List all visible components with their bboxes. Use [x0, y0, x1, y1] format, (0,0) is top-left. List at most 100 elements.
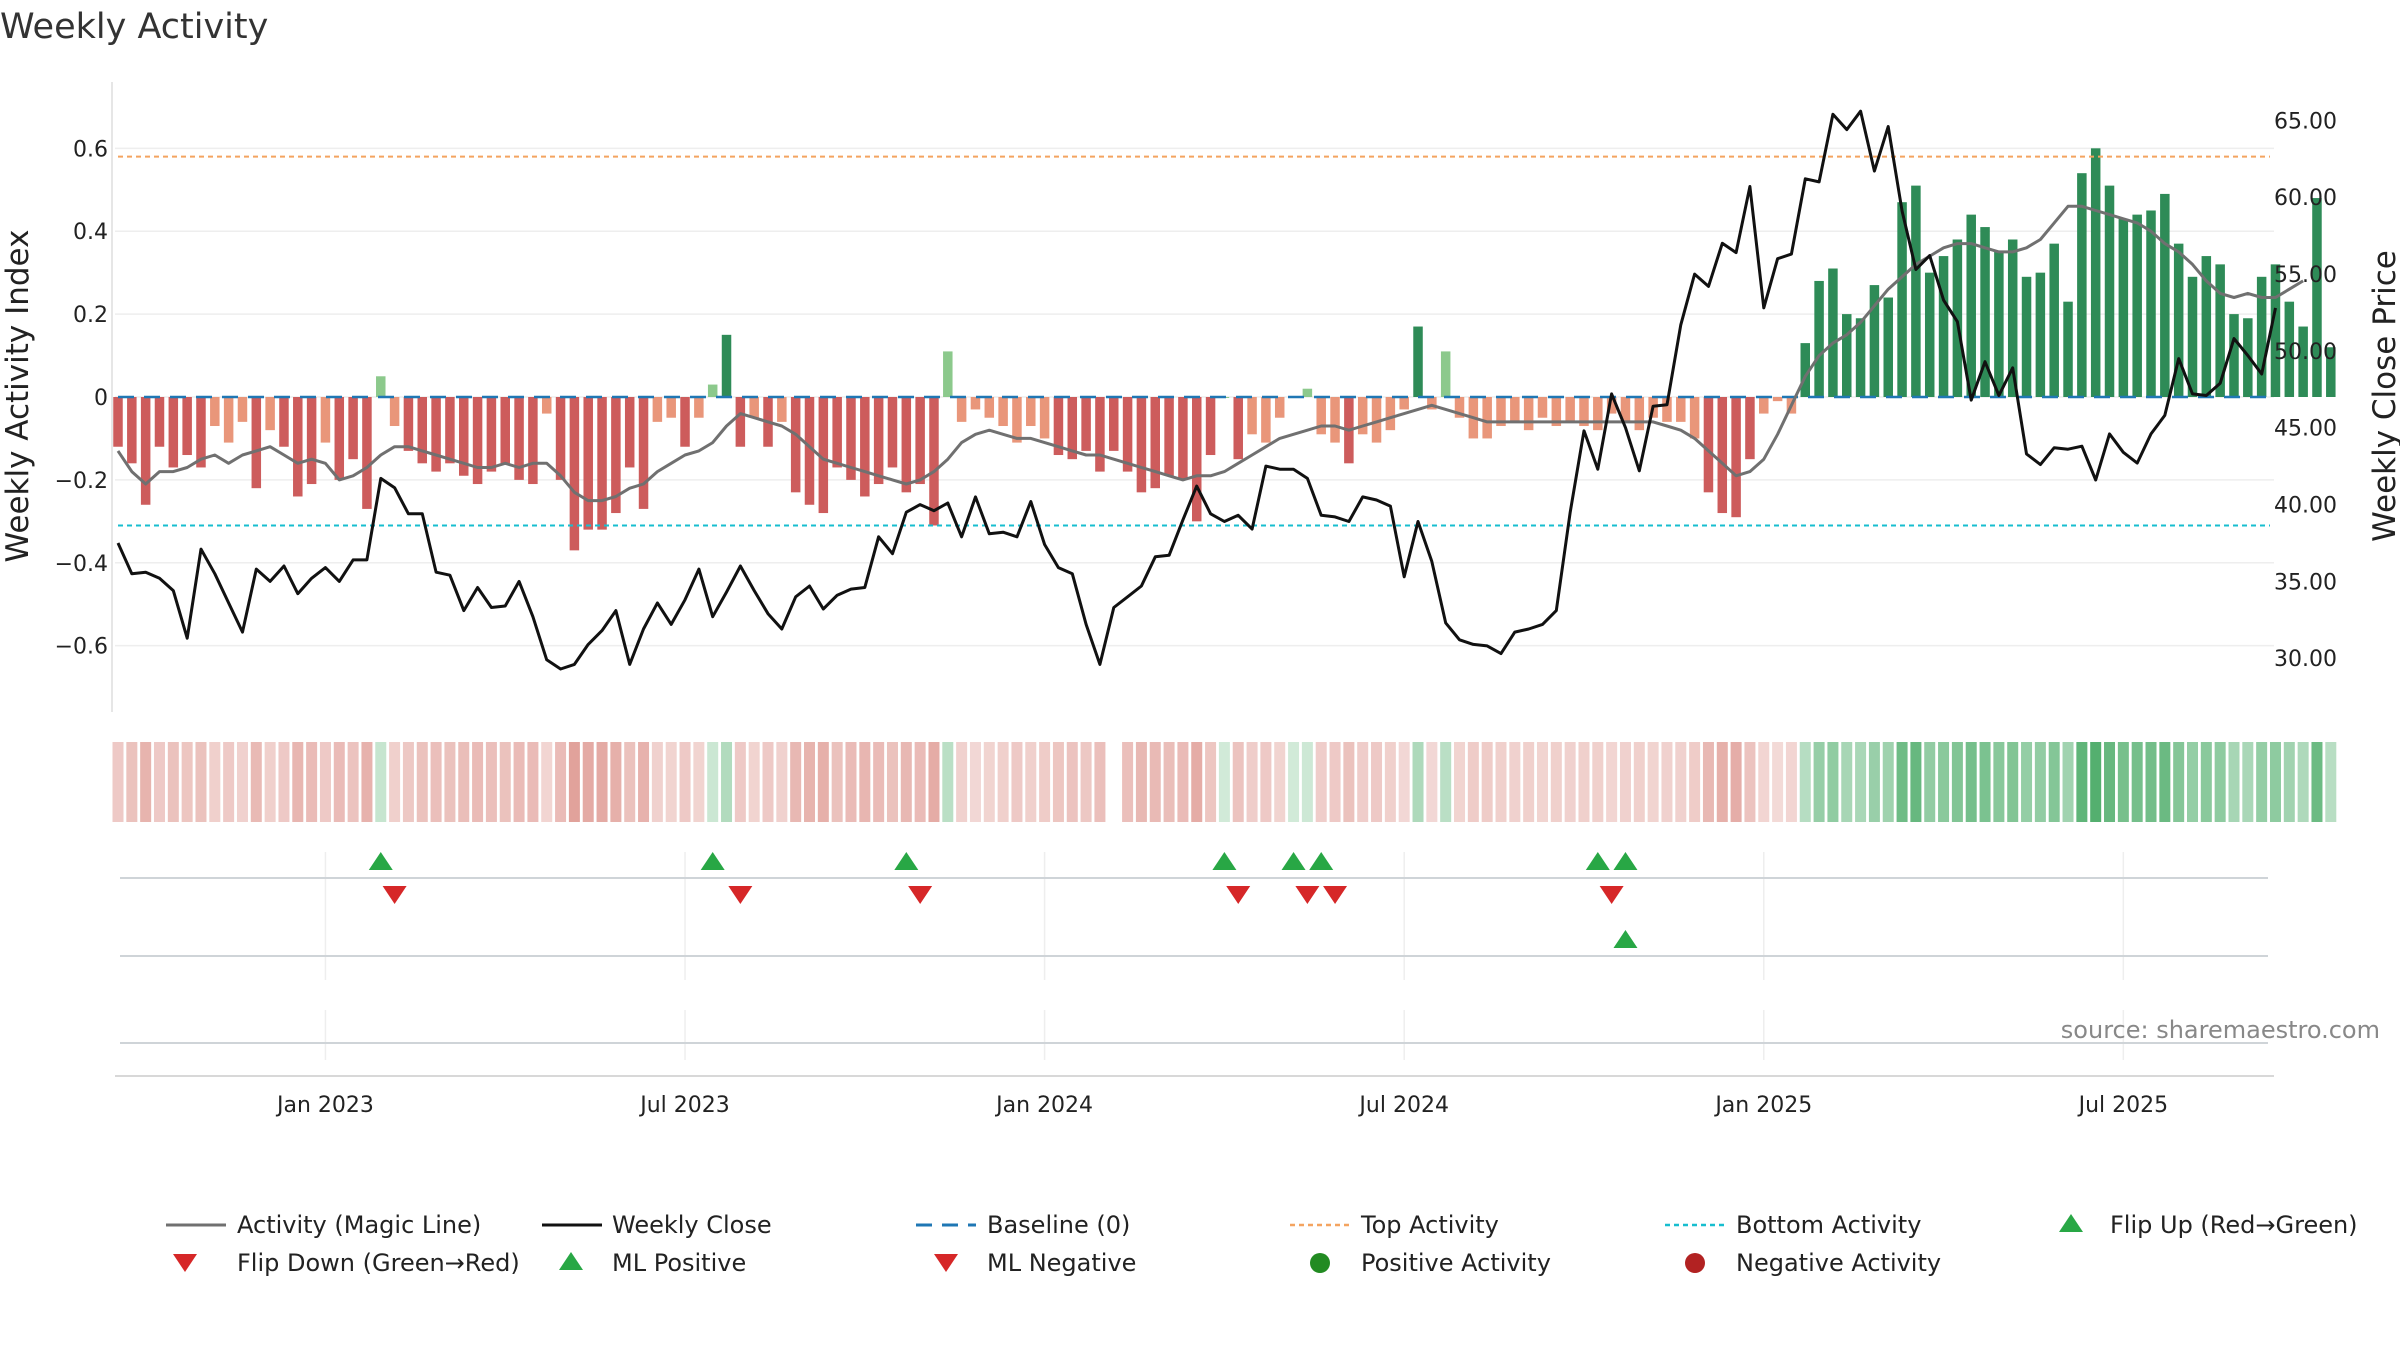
activity-bar: [403, 397, 414, 451]
heat-cell: [1882, 742, 1894, 822]
activity-bar: [334, 397, 345, 480]
heat-cell: [527, 742, 539, 822]
heat-cell: [195, 742, 207, 822]
legend-bottom-label: Bottom Activity: [1736, 1211, 1921, 1239]
activity-bar: [1081, 397, 1091, 451]
heat-cell: [1232, 742, 1244, 822]
heat-cell: [1218, 742, 1230, 822]
x-tick-label: Jul 2025: [2077, 1093, 2169, 1118]
activity-bar: [707, 384, 718, 397]
flip-down-marker: [1226, 886, 1251, 904]
activity-bar: [583, 397, 593, 530]
heat-cell: [1094, 742, 1106, 822]
heat-cell: [2048, 742, 2060, 822]
activity-bar: [113, 397, 123, 447]
legend-close-label: Weekly Close: [612, 1211, 772, 1239]
flip-up-marker: [1309, 852, 1334, 870]
heat-cell: [278, 742, 290, 822]
heat-cell: [900, 742, 912, 822]
activity-bar: [2284, 301, 2295, 397]
activity-bar: [1952, 239, 1963, 397]
heat-cell: [236, 742, 248, 822]
heat-cell: [375, 742, 387, 822]
heat-cell: [582, 742, 594, 822]
activity-bar: [1385, 397, 1396, 431]
heat-cell: [679, 742, 691, 822]
heat-cell: [665, 742, 677, 822]
activity-bar: [514, 397, 524, 480]
heat-cell: [942, 742, 954, 822]
activity-bar: [459, 397, 469, 476]
heat-cell: [1772, 742, 1784, 822]
heat-cell: [734, 742, 746, 822]
activity-bar: [362, 397, 372, 509]
activity-bar: [127, 397, 137, 464]
activity-bar: [1067, 397, 1078, 460]
heat-cell: [790, 742, 802, 822]
activity-bar: [1039, 397, 1050, 439]
activity-bar: [777, 397, 787, 422]
activity-bar: [1109, 397, 1119, 451]
heat-cell: [2034, 742, 2046, 822]
activity-bar: [1136, 397, 1147, 493]
activity-bar: [2256, 276, 2267, 397]
heat-cell: [2076, 742, 2088, 822]
y2-tick-label: 55.00: [2274, 263, 2337, 288]
heat-cell: [319, 742, 331, 822]
legend-flip-down-label: Flip Down (Green→Red): [237, 1249, 520, 1277]
heat-cell: [1702, 742, 1714, 822]
heat-cell: [2283, 742, 2295, 822]
heat-cell: [1080, 742, 1092, 822]
activity-bar: [1869, 285, 1880, 397]
threshold-lines: [118, 155, 2270, 527]
legend-positive-label: Positive Activity: [1361, 1249, 1551, 1277]
x-tick-label: Jul 2024: [1357, 1093, 1449, 1118]
heat-cell: [1758, 742, 1770, 822]
x-axis-ticks: Jan 2023 Jul 2023 Jan 2024 Jul 2024 Jan 2025…: [275, 1093, 2168, 1118]
legend-ml-negative-label: ML Negative: [987, 1249, 1136, 1277]
activity-bar: [1593, 397, 1603, 431]
heat-cell: [762, 742, 774, 822]
heat-cell: [223, 742, 235, 822]
activity-bar: [472, 397, 483, 485]
activity-bar: [2270, 264, 2281, 397]
activity-bar: [2298, 326, 2308, 397]
heat-cell: [167, 742, 179, 822]
y-tick-label: −0.6: [55, 635, 108, 660]
heat-cell: [2311, 742, 2323, 822]
x-tick-label: Jan 2024: [994, 1093, 1093, 1118]
activity-bar: [2118, 218, 2129, 397]
activity-bar: [1496, 397, 1506, 427]
heat-cell: [1163, 742, 1175, 822]
legend-positive-swatch: [1310, 1253, 1330, 1273]
activity-bar: [210, 397, 220, 427]
heat-cell: [1536, 742, 1548, 822]
activity-bars: [113, 148, 2336, 551]
flip-down-marker: [728, 886, 753, 904]
activity-bar: [2326, 347, 2336, 397]
activity-bar: [528, 397, 538, 485]
y2-tick-label: 40.00: [2274, 494, 2337, 519]
activity-bar: [293, 397, 303, 497]
activity-bar: [1842, 314, 1852, 397]
activity-bar: [541, 397, 552, 414]
activity-bar: [1537, 397, 1548, 418]
magic-line: [116, 204, 2304, 503]
activity-bar: [2160, 193, 2170, 397]
heat-cell: [748, 742, 760, 822]
heat-cell: [776, 742, 788, 822]
activity-bar: [2049, 243, 2059, 397]
activity-bar: [1399, 397, 1409, 410]
activity-bar: [1980, 227, 1990, 397]
heat-cell: [1827, 742, 1839, 822]
heat-cell: [1025, 742, 1037, 822]
y2-axis-title: Weekly Close Price: [2367, 250, 2400, 542]
heat-cell: [845, 742, 857, 822]
heat-cell: [568, 742, 580, 822]
heat-cell: [1412, 742, 1424, 822]
heat-cell: [2173, 742, 2185, 822]
y2-tick-label: 30.00: [2274, 647, 2337, 672]
y2-tick-label: 50.00: [2274, 340, 2337, 365]
heat-cell: [1951, 742, 1963, 822]
heat-cell: [928, 742, 940, 822]
